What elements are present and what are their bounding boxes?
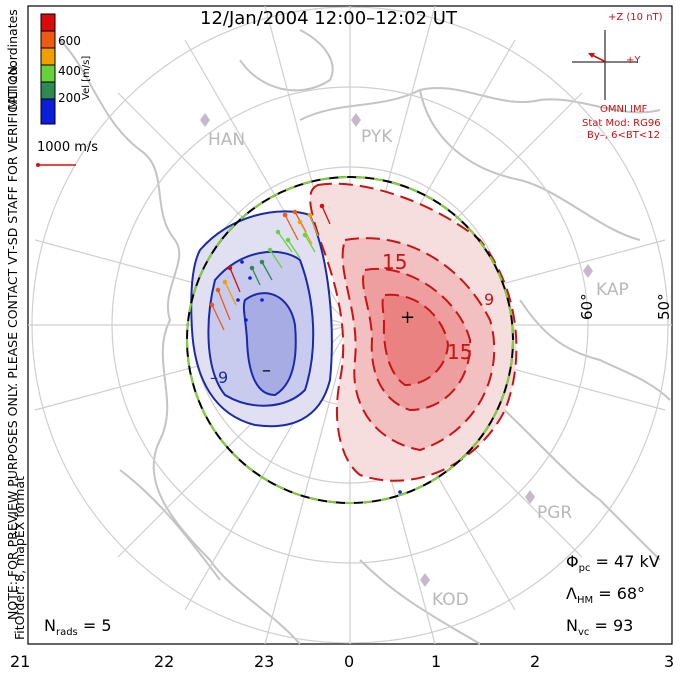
imf-y-label: +Y <box>626 55 641 66</box>
site-label-pgr: PGR <box>537 503 573 523</box>
site-marker-pyk <box>351 113 361 127</box>
colorbar-swatch-1 <box>40 98 56 125</box>
colorbar-swatch-5 <box>40 30 56 49</box>
contour-label-minus-9: –9 <box>210 368 229 387</box>
colorbar-swatch-4 <box>40 47 56 66</box>
coastlines <box>59 29 671 645</box>
stat-lambda-hm: ΛHM = 68° <box>566 584 646 607</box>
imf-model-line1: Stat Mod: RG96 <box>582 118 661 129</box>
stat-n-rads: Nrads = 5 <box>44 616 112 639</box>
colorbar-tick-600: 600 <box>58 34 81 48</box>
colorbar-swatch-6 <box>40 13 56 32</box>
potential-min-marker: – <box>262 360 271 381</box>
dusk-cell <box>190 210 333 428</box>
colorbar-tick-400: 400 <box>58 64 81 78</box>
stat-lambda-hm-value: = 68° <box>598 584 646 603</box>
potential-max-marker: + <box>400 307 416 328</box>
latitude-label-60: 60° <box>578 293 596 320</box>
site-markers <box>200 113 593 587</box>
hm-boundary-green <box>186 176 514 504</box>
imf-vector-arrowhead <box>588 53 595 58</box>
imf-model-line2: By–, 6<BT<12 <box>587 130 660 141</box>
mlt-label-0: 0 <box>344 652 355 671</box>
velocity-colorbar <box>40 13 56 125</box>
colorbar-swatch-2 <box>40 81 56 100</box>
site-label-kap: KAP <box>596 280 629 300</box>
imf-source: OMNI IMF <box>600 104 648 115</box>
velocity-vectors <box>209 203 402 494</box>
imf-z-label: +Z (10 nT) <box>608 12 663 23</box>
site-label-han: HAN <box>208 130 246 150</box>
site-label-pyk: PYK <box>361 127 393 147</box>
mlt-label-23: 23 <box>254 652 275 671</box>
colorbar-label: Vel [m/s] <box>81 55 92 100</box>
velocity-scale-label: 1000 m/s <box>37 140 99 155</box>
site-marker-han <box>200 113 210 127</box>
colorbar-tick-200: 200 <box>58 91 81 105</box>
fit-order-note: FitOrder: 8, mapEX format <box>12 476 27 640</box>
site-marker-pgr <box>525 490 535 504</box>
mlt-label-1: 1 <box>431 652 442 671</box>
stat-n-vc: Nvc = 93 <box>566 616 634 639</box>
stat-n-vc-value: = 93 <box>594 616 634 635</box>
stat-n-rads-value: = 5 <box>82 616 112 635</box>
stat-phi-pc-value: = 47 kV <box>595 552 660 571</box>
contour-label-15-lower: 15 <box>447 340 473 364</box>
mlt-label-21: 21 <box>10 652 31 671</box>
site-label-kod: KOD <box>432 590 469 610</box>
mlt-label-22: 22 <box>154 652 175 671</box>
page-title: 12/Jan/2004 12:00–12:02 UT <box>200 8 457 29</box>
stat-phi-pc: Φpc = 47 kV <box>566 552 660 575</box>
velocity-scale-dot <box>36 163 40 167</box>
contour-label-9: 9 <box>484 290 495 309</box>
mlt-label-3: 3 <box>664 652 675 671</box>
contour-label-15-upper: 15 <box>382 250 408 274</box>
mlt-label-2: 2 <box>530 652 541 671</box>
colorbar-swatch-3 <box>40 64 56 83</box>
site-marker-kap <box>583 264 593 278</box>
dawn-cell <box>309 182 518 482</box>
latitude-label-50: 50° <box>655 293 673 320</box>
site-marker-kod <box>420 573 430 587</box>
